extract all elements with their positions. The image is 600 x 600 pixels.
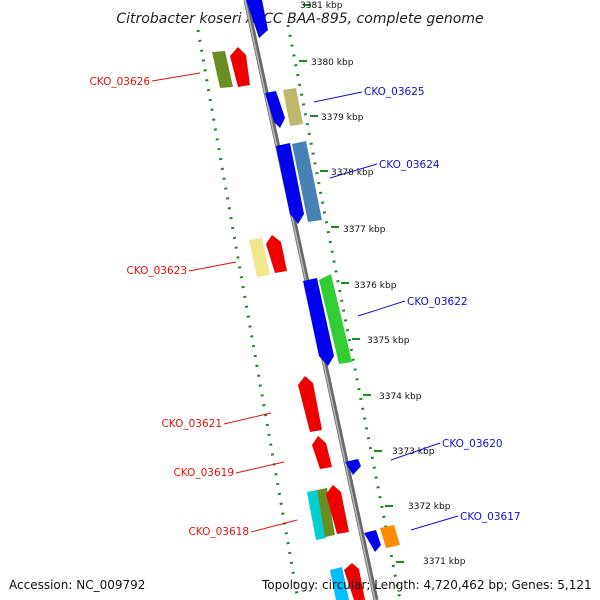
ruler-label: 3376 kbp	[354, 281, 397, 291]
gene-cko-03625-neighbor	[283, 88, 303, 126]
gene-label-text[interactable]: CKO_03618	[188, 526, 249, 538]
gene-cko-03620[interactable]	[345, 459, 361, 475]
gene-features	[212, 0, 400, 600]
ruler-label: 3377 kbp	[343, 225, 386, 235]
gene-cko-03619[interactable]	[312, 436, 332, 469]
gene-label-cko-03623[interactable]: CKO_03623	[126, 261, 237, 277]
gene-cko-03623-neighbor	[249, 238, 270, 277]
gene-cko-03618[interactable]	[326, 485, 349, 534]
gene-label-text[interactable]: CKO_03623	[126, 265, 187, 277]
gene-label-cko-03619[interactable]: CKO_03619	[173, 461, 285, 479]
gene-label-cko-03622[interactable]: CKO_03622	[357, 296, 468, 317]
gene-label-cko-03625[interactable]: CKO_03625	[313, 86, 425, 103]
gene-cko-03623[interactable]	[266, 235, 287, 273]
ruler-label: 3378 kbp	[331, 168, 374, 178]
ruler-tick-3372: 3372 kbp	[385, 502, 451, 512]
gene-label-cko-03624[interactable]: CKO_03624	[329, 159, 440, 179]
ruler-tick-3378: 3378 kbp	[320, 168, 374, 178]
ruler-tick-3371: 3371 kbp	[396, 557, 466, 567]
gene-cko-03621[interactable]	[298, 376, 322, 432]
gene-label-text[interactable]: CKO_03621	[161, 418, 222, 430]
gene-arrow-partial-bottom	[330, 567, 349, 600]
gene-label-text[interactable]: CKO_03620	[442, 438, 503, 450]
gene-label-cko-03621[interactable]: CKO_03621	[161, 412, 272, 430]
gene-cco-03626-neighbor	[212, 51, 233, 88]
gene-cko-03618-neighbor	[307, 490, 326, 540]
gene-cko-03624[interactable]	[276, 143, 304, 224]
accession-label: Accession: NC_009792	[9, 578, 146, 592]
gene-label-text[interactable]: CKO_03617	[460, 511, 521, 523]
ruler-tick-3379: 3379 kbp	[310, 113, 364, 123]
ruler-label: 3375 kbp	[367, 336, 410, 346]
ruler-label: 3374 kbp	[379, 392, 422, 402]
gene-cko-03617-neighbor	[364, 530, 381, 552]
gene-arrow-partial-bottom-2	[344, 563, 365, 600]
ruler-tick-3375: 3375 kbp	[352, 336, 410, 346]
gene-cko-03626[interactable]	[230, 47, 250, 87]
gene-label-text[interactable]: CKO_03622	[407, 296, 468, 308]
gene-cko-03622[interactable]	[303, 278, 334, 366]
gene-label-text[interactable]: CKO_03619	[173, 467, 234, 479]
ruler-tick-3376: 3376 kbp	[341, 281, 397, 291]
ruler-label: 3379 kbp	[321, 113, 364, 123]
ruler-tick-3381: 3381 kbp	[300, 1, 343, 11]
ruler-tick-3377: 3377 kbp	[331, 225, 386, 235]
gene-label-text[interactable]: CKO_03624	[379, 159, 440, 171]
gene-cko-03624-neighbor	[292, 141, 322, 222]
gene-cko-03617[interactable]	[380, 525, 400, 548]
ruler-label: 3380 kbp	[311, 58, 354, 68]
gene-label-cko-03626[interactable]: CKO_03626	[89, 72, 201, 88]
gene-label-cko-03618[interactable]: CKO_03618	[188, 519, 298, 538]
gene-label-cko-03617[interactable]: CKO_03617	[410, 511, 521, 531]
gene-label-text[interactable]: CKO_03626	[89, 76, 150, 88]
genome-title: Citrobacter koseri ATCC BAA-895, complet…	[116, 11, 483, 27]
gene-cko-03625[interactable]	[265, 91, 285, 128]
ruler-label: 3381 kbp	[300, 1, 343, 11]
gene-label-text[interactable]: CKO_03625	[364, 86, 425, 98]
gene-label-cko-03620[interactable]: CKO_03620	[390, 438, 503, 461]
gene-arrow-partial-forward	[246, 0, 268, 38]
ruler-tick-3380: 3380 kbp	[299, 58, 354, 68]
ruler-label: 3372 kbp	[408, 502, 451, 512]
ruler-label: 3371 kbp	[423, 557, 466, 567]
genome-summary: Topology: circular; Length: 4,720,462 bp…	[262, 578, 592, 592]
gene-cko-03622-neighbor	[319, 274, 352, 364]
ruler-tick-3374: 3374 kbp	[363, 392, 422, 402]
gene-cko-03618-neighbor-2	[317, 488, 335, 537]
